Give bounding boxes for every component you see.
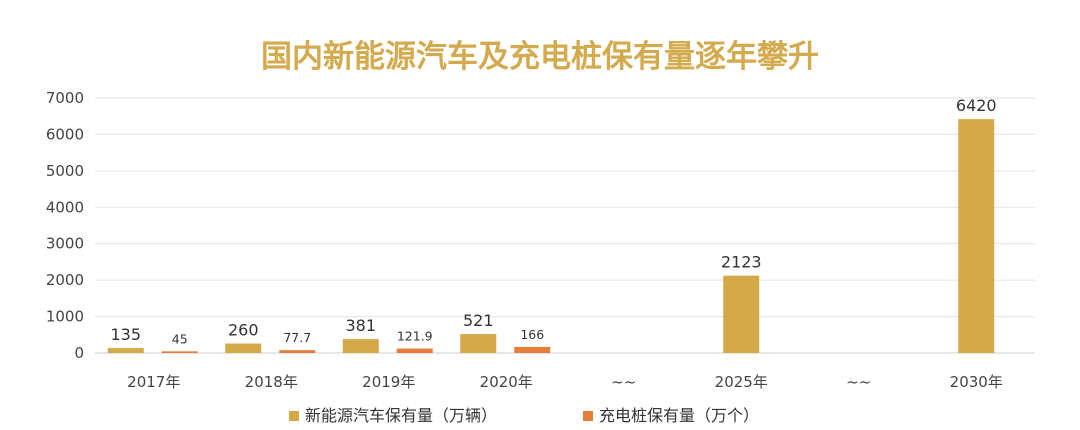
bar-ev-stock <box>225 343 262 353</box>
y-tick-label: 1000 <box>46 308 84 326</box>
bar-charger-stock <box>396 348 433 353</box>
bar-charger-stock <box>279 350 316 353</box>
legend-label: 新能源汽车保有量（万辆） <box>305 406 497 425</box>
legend-swatch <box>583 411 593 421</box>
data-label: 2123 <box>721 253 762 272</box>
x-category-label: ~~ <box>846 373 871 391</box>
data-label: 121.9 <box>397 329 433 344</box>
y-tick-label: 5000 <box>46 162 84 180</box>
x-category-label: 2025年 <box>715 373 768 391</box>
bar-ev-stock <box>342 339 379 353</box>
x-category-label: ~~ <box>611 373 636 391</box>
x-category-label: 2020年 <box>480 373 533 391</box>
x-category-label: 2018年 <box>245 373 298 391</box>
legend: 新能源汽车保有量（万辆） 充电桩保有量（万个） <box>289 406 759 425</box>
data-labels: 135 45 260 77.7 381 121.9 521 166 2123 6420 <box>110 96 996 346</box>
data-label: 166 <box>520 327 544 342</box>
data-label: 260 <box>228 321 259 340</box>
bar-ev-stock <box>460 334 497 353</box>
bar-ev-stock <box>723 275 760 353</box>
data-label: 6420 <box>956 96 997 115</box>
x-category-label: 2019年 <box>362 373 415 391</box>
x-category-label: 2030年 <box>950 373 1003 391</box>
legend-label: 充电桩保有量（万个） <box>599 406 759 425</box>
data-label: 521 <box>463 311 494 330</box>
data-label: 45 <box>172 331 188 346</box>
data-label: 381 <box>345 316 376 335</box>
bars <box>107 119 995 353</box>
bar-ev-stock <box>107 348 144 353</box>
data-label: 77.7 <box>283 330 311 345</box>
bar-charger-stock <box>161 351 198 353</box>
data-label: 135 <box>110 325 141 344</box>
y-tick-label: 4000 <box>46 198 84 216</box>
y-tick-label: 7000 <box>46 89 84 107</box>
gridlines <box>95 97 1035 354</box>
legend-swatch <box>289 411 299 421</box>
y-tick-label: 6000 <box>46 125 84 143</box>
y-axis-ticks: 0 1000 2000 3000 4000 5000 6000 7000 <box>46 89 84 362</box>
x-axis-categories: 2017年 2018年 2019年 2020年 ~~ 2025年 ~~ 2030年 <box>127 373 1003 391</box>
y-tick-label: 0 <box>74 344 84 362</box>
chart-title: 国内新能源汽车及充电桩保有量逐年攀升 <box>261 39 819 75</box>
y-tick-label: 2000 <box>46 271 84 289</box>
bar-charger-stock <box>514 346 551 353</box>
bar-ev-stock <box>958 119 995 353</box>
x-category-label: 2017年 <box>127 373 180 391</box>
y-tick-label: 3000 <box>46 235 84 253</box>
